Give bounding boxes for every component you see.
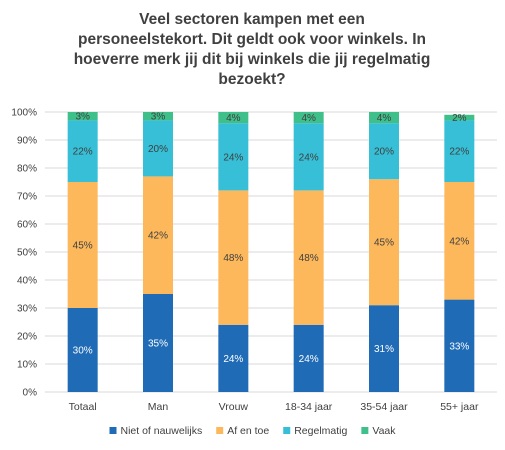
bar-segment <box>218 112 249 124</box>
data-label: 4% <box>226 113 241 124</box>
y-tick-label: 100% <box>11 108 37 119</box>
bar-segment <box>218 324 249 392</box>
data-label: 48% <box>299 253 319 264</box>
legend-label: Niet of nauwelijks <box>120 425 202 437</box>
bar-segment <box>67 182 98 308</box>
y-tick-label: 70% <box>17 192 37 203</box>
data-label: 3% <box>75 112 90 123</box>
data-label: 22% <box>73 147 93 158</box>
x-tick-label: 35-54 jaar <box>360 401 408 413</box>
data-label: 24% <box>299 354 319 365</box>
data-label: 45% <box>374 238 394 249</box>
chart-title: Veel sectoren kampen met een personeelst… <box>74 11 431 88</box>
y-tick-label: 90% <box>17 136 37 147</box>
legend-swatch <box>109 427 117 434</box>
y-tick-label: 0% <box>23 388 38 399</box>
bar-segment <box>369 305 399 392</box>
x-tick-label: Vrouw <box>219 401 249 413</box>
bar-segment <box>293 324 324 392</box>
data-label: 4% <box>377 113 392 124</box>
gridlines <box>45 111 497 393</box>
data-label: 48% <box>223 253 243 264</box>
data-label: 45% <box>73 241 93 252</box>
legend: Niet of nauwelijks Af en toe Regelmatig Vaa… <box>109 425 396 437</box>
legend-label: Regelmatig <box>294 425 347 437</box>
chart-title-line-1: Veel sectoren kampen met een <box>139 11 365 28</box>
y-tick-label: 60% <box>17 220 37 231</box>
bar-segment <box>369 123 399 180</box>
chart-title-line-4: bezoekt? <box>218 71 285 88</box>
bar-segment <box>143 120 173 177</box>
bar-segment <box>293 112 324 124</box>
bar-segment <box>293 123 324 191</box>
chart-title-line-2: personeelstekort. Dit geldt ook voor win… <box>78 31 426 48</box>
data-label: 3% <box>151 112 166 123</box>
y-tick-label: 40% <box>17 276 37 287</box>
bar-segment <box>444 182 475 300</box>
bar-segment <box>143 176 173 294</box>
legend-label: Vaak <box>372 425 396 437</box>
data-label: 35% <box>148 339 168 350</box>
legend-swatch <box>283 427 291 434</box>
data-label: 22% <box>449 147 469 158</box>
x-tick-label: Totaal <box>69 401 97 413</box>
y-tick-label: 50% <box>17 248 37 259</box>
bar-segment <box>293 190 324 325</box>
legend-swatch <box>216 427 224 434</box>
bars: 30% 45% 22% 3% 35% 42% 20% 3% 24% 48% 24% 4% 24% 48% 2… <box>67 112 475 392</box>
bar-segment <box>444 120 475 182</box>
bar-segment <box>67 308 98 392</box>
legend-swatch <box>361 427 369 434</box>
bar-segment <box>369 179 399 306</box>
data-label: 24% <box>299 152 319 163</box>
data-label: 31% <box>374 344 394 355</box>
data-label: 24% <box>223 354 243 365</box>
chart-title-line-3: hoeverre merk jij dit bij winkels die ji… <box>74 51 431 68</box>
data-label: 4% <box>301 113 316 124</box>
y-axis: 0% 10% 20% 30% 40% 50% 60% 70% 80% 90% 100% <box>11 108 37 399</box>
bar-segment <box>444 299 475 392</box>
bar-segment <box>444 114 475 121</box>
y-tick-label: 80% <box>17 164 37 175</box>
data-label: 20% <box>148 144 168 155</box>
legend-label: Af en toe <box>227 425 269 437</box>
y-tick-label: 20% <box>17 332 37 343</box>
data-label: 30% <box>73 346 93 357</box>
y-tick-label: 30% <box>17 304 37 315</box>
bar-segment <box>369 112 399 124</box>
data-label: 33% <box>449 341 469 352</box>
data-label: 20% <box>374 147 394 158</box>
data-label: 2% <box>452 113 467 124</box>
x-tick-label: Man <box>148 401 169 413</box>
x-tick-label: 55+ jaar <box>440 401 479 413</box>
y-tick-label: 10% <box>17 360 37 371</box>
x-axis: Totaal Man Vrouw 18-34 jaar 35-54 jaar 55+ ja… <box>69 401 479 413</box>
data-label: 42% <box>449 236 469 247</box>
data-label: 24% <box>223 152 243 163</box>
bar-segment <box>67 120 98 182</box>
bar-segment <box>143 294 173 392</box>
x-tick-label: 18-34 jaar <box>285 401 333 413</box>
bar-segment <box>143 112 173 121</box>
bar-segment <box>218 190 249 325</box>
bar-segment <box>218 123 249 191</box>
bar-segment <box>67 112 98 121</box>
data-label: 42% <box>148 231 168 242</box>
